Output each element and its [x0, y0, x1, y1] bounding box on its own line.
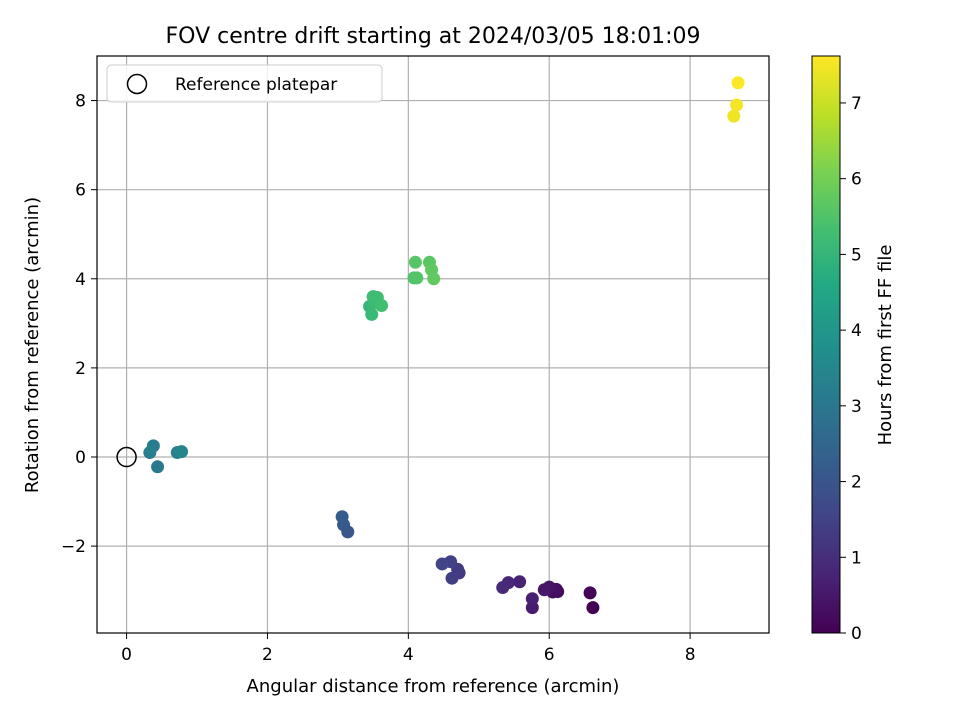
legend: Reference platepar — [106, 64, 383, 103]
data-point — [525, 592, 539, 606]
colorbar-label: Hours from first FF file — [875, 245, 896, 446]
chart-title: FOV centre drift starting at 2024/03/05 … — [166, 24, 701, 49]
y-axis: −2 0 2 4 6 8 — [61, 92, 97, 557]
x-tick-label: 4 — [403, 645, 414, 665]
x-tick-label: 6 — [544, 645, 555, 665]
x-tick-label: 8 — [685, 645, 696, 665]
data-point — [427, 272, 441, 286]
data-points — [143, 76, 745, 615]
data-point — [445, 571, 459, 585]
data-point — [375, 299, 389, 313]
data-point — [731, 76, 745, 90]
colorbar-tick-label: 4 — [851, 321, 862, 341]
plot-frame — [96, 55, 770, 634]
data-point — [335, 510, 349, 524]
y-tick-label: 4 — [75, 270, 86, 290]
colorbar-gradient — [811, 55, 841, 634]
x-axis: 0 2 4 6 8 — [121, 633, 696, 665]
y-tick-label: 2 — [75, 359, 86, 379]
y-axis-label: Rotation from reference (arcmin) — [22, 197, 43, 493]
x-tick-label: 2 — [262, 645, 273, 665]
data-point — [513, 575, 527, 589]
colorbar-ticks: 0 1 2 3 4 5 6 7 — [840, 94, 862, 644]
grid — [97, 56, 769, 633]
data-point — [410, 271, 424, 285]
data-point — [435, 557, 449, 571]
data-point — [586, 601, 600, 615]
data-point — [175, 445, 189, 459]
y-tick-label: 0 — [75, 448, 86, 468]
data-point — [151, 460, 165, 474]
data-point — [730, 98, 744, 112]
legend-marker-reference — [126, 73, 148, 95]
colorbar-tick-label: 7 — [851, 94, 862, 114]
data-point — [408, 255, 422, 269]
data-point — [365, 307, 379, 321]
data-point — [143, 446, 157, 460]
y-tick-label: −2 — [61, 537, 86, 557]
colorbar-tick-label: 2 — [851, 473, 862, 493]
y-tick-label: 6 — [75, 181, 86, 201]
reference-platepar-marker — [116, 446, 137, 468]
data-point — [583, 586, 597, 600]
data-point — [537, 583, 551, 597]
colorbar: 0 1 2 3 4 5 6 7 Hours from first FF file — [811, 55, 896, 644]
x-tick-label: 0 — [121, 645, 132, 665]
colorbar-tick-label: 1 — [851, 548, 862, 568]
data-point — [727, 109, 741, 123]
y-tick-label: 8 — [75, 92, 86, 112]
legend-label-reference: Reference platepar — [175, 75, 337, 95]
data-point — [525, 601, 539, 615]
x-axis-label: Angular distance from reference (arcmin) — [247, 676, 620, 697]
colorbar-tick-label: 3 — [851, 397, 862, 417]
legend-box — [106, 64, 383, 103]
data-point — [496, 581, 510, 595]
colorbar-tick-label: 6 — [851, 170, 862, 190]
colorbar-tick-label: 5 — [851, 245, 862, 265]
colorbar-tick-label: 0 — [851, 624, 862, 644]
